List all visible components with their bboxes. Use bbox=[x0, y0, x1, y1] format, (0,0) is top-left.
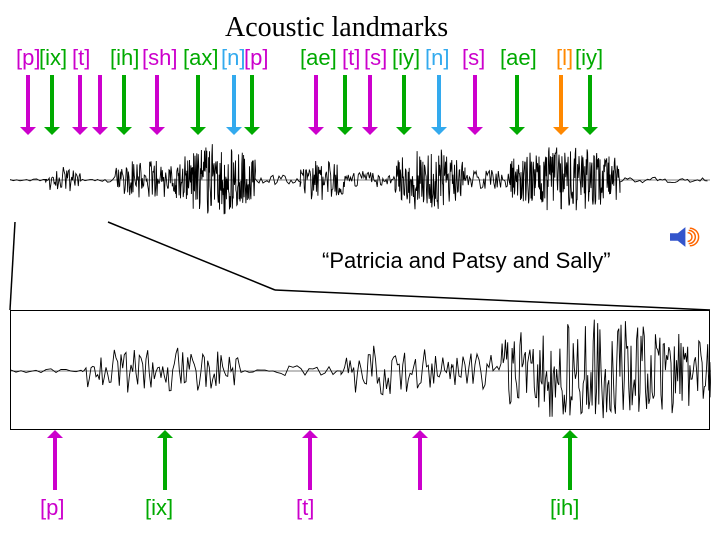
phoneme-label: [n] bbox=[221, 45, 245, 71]
phoneme-label: [s] bbox=[462, 45, 485, 71]
phoneme-label: [t] bbox=[342, 45, 360, 71]
landmark-arrows-top bbox=[0, 75, 720, 135]
phoneme-label: [s] bbox=[364, 45, 387, 71]
phoneme-label: [t] bbox=[296, 495, 314, 521]
phoneme-label: [ae] bbox=[300, 45, 337, 71]
phoneme-label: [sh] bbox=[142, 45, 177, 71]
phoneme-label: [ih] bbox=[550, 495, 579, 521]
waveform-full-sentence bbox=[10, 140, 710, 220]
phoneme-label: [ax] bbox=[183, 45, 218, 71]
phoneme-label: [ix] bbox=[145, 495, 173, 521]
audio-speaker-icon[interactable] bbox=[670, 226, 702, 253]
phoneme-label: [iy] bbox=[575, 45, 603, 71]
phoneme-label: [p] bbox=[40, 495, 64, 521]
phoneme-label: [l] bbox=[556, 45, 573, 71]
phoneme-label: [t] bbox=[72, 45, 90, 71]
waveform-zoomed-box bbox=[10, 310, 710, 430]
phoneme-label: [ae] bbox=[500, 45, 537, 71]
waveform-zoomed bbox=[11, 311, 711, 431]
phoneme-label: [iy] bbox=[392, 45, 420, 71]
phoneme-label: [p] bbox=[244, 45, 268, 71]
sentence-caption: “Patricia and Patsy and Sally” bbox=[322, 248, 611, 274]
phoneme-label: [ih] bbox=[110, 45, 139, 71]
phoneme-label: [n] bbox=[425, 45, 449, 71]
diagram-title: Acoustic landmarks bbox=[225, 12, 448, 44]
landmark-arrows-bottom bbox=[0, 430, 720, 490]
phoneme-label: [p] bbox=[16, 45, 40, 71]
phoneme-label: [ix] bbox=[39, 45, 67, 71]
